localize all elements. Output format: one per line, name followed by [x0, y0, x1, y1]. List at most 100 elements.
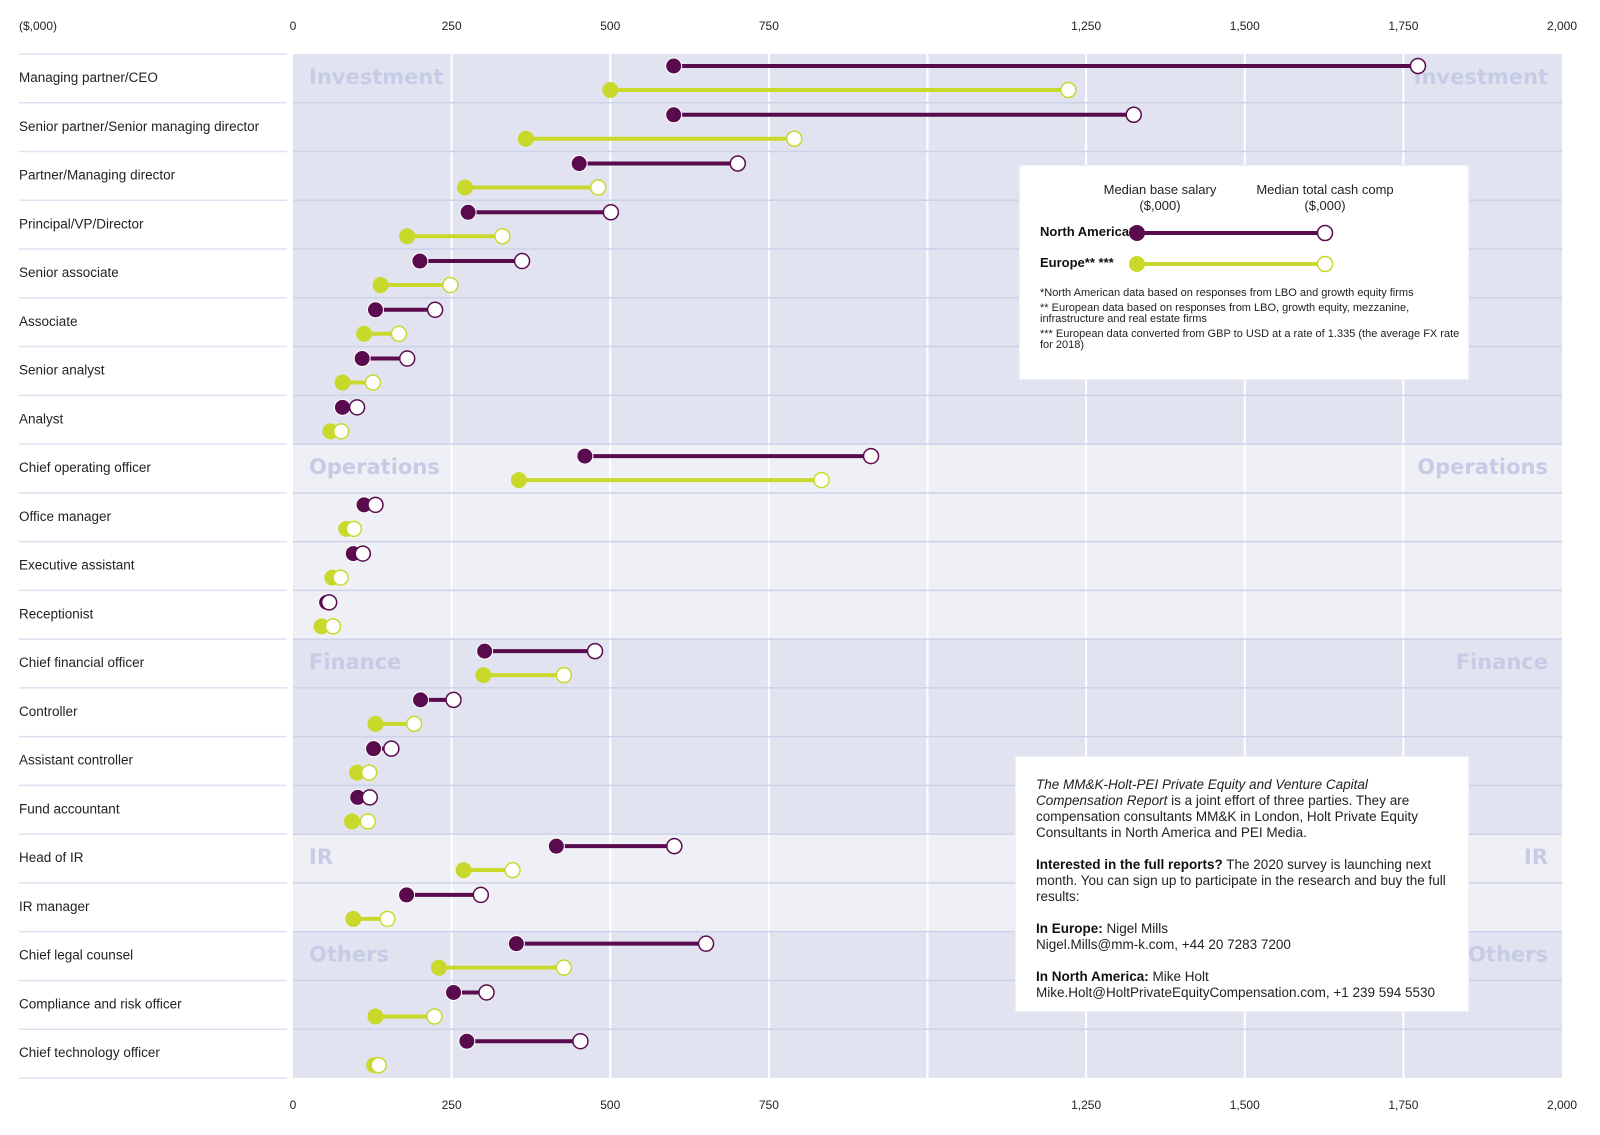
row-label: Office manager [19, 509, 112, 524]
na-total-dot [320, 594, 338, 611]
na-base-dot [576, 447, 594, 465]
na-base-dot [547, 837, 565, 855]
x-tick-label-bottom: 2,000 [1547, 1098, 1577, 1112]
na-total-dot [572, 1032, 589, 1050]
section-label-right: IR [1524, 845, 1548, 869]
na-total-dot [1409, 57, 1427, 75]
na-total-dot [602, 204, 620, 221]
dumbbell-row [349, 740, 400, 781]
legend-eu-total-dot [1316, 255, 1334, 273]
eu-total-dot [555, 666, 573, 684]
legend-eu-swatch [1129, 255, 1334, 273]
dumbbell-row [313, 593, 342, 635]
na-base-dot [665, 106, 683, 124]
info-intro: The MM&K-Holt-PEI Private Equity and Ven… [1036, 777, 1456, 841]
eu-total-dot [360, 764, 378, 781]
dumbbell-row [366, 1032, 589, 1074]
eu-total-dot [370, 1056, 387, 1074]
eu-base-dot [517, 130, 534, 147]
dumbbell-row [517, 106, 1142, 148]
na-base-dot [459, 203, 477, 221]
eu-base-dot [602, 82, 619, 98]
eu-base-dot [345, 910, 362, 927]
row-label: Analyst [19, 411, 64, 426]
eu-total-dot [379, 910, 396, 928]
row-label: IR manager [19, 899, 90, 914]
na-base-dot [445, 983, 463, 1001]
legend-na-label: North America* [1040, 224, 1135, 239]
unit-label: ($,000) [19, 19, 57, 33]
dumbbell-row [338, 496, 384, 538]
na-total-dot [348, 399, 366, 416]
na-base-dot [365, 740, 383, 758]
x-tick-label-top: 2,000 [1547, 19, 1577, 33]
eu-total-dot [324, 618, 342, 635]
eu-base-dot [313, 618, 330, 635]
eu-total-dot [332, 569, 349, 586]
row-label: Senior analyst [19, 363, 105, 378]
na-base-dot [353, 350, 371, 368]
legend-total-header: Median total cash comp ($,000) [1225, 182, 1425, 214]
contact-na-name: Mike Holt [1148, 969, 1209, 984]
section-label-left: Finance [309, 650, 401, 674]
section-label-left: IR [309, 845, 333, 869]
row-label: Chief legal counsel [19, 948, 133, 963]
row-label: Chief operating officer [19, 460, 151, 475]
legend-swatches [1129, 224, 1334, 273]
contact-na-details[interactable]: Mike.Holt@HoltPrivateEquityCompensation.… [1036, 985, 1436, 1000]
row-label: Head of IR [19, 850, 84, 865]
legend-total-unit: ($,000) [1304, 198, 1346, 213]
na-total-dot [666, 837, 683, 855]
x-axis-top: ($,000) 0 250 500 750 1,250 1,500 1,750 2,000 [19, 19, 1577, 33]
legend-na-total-dot [1316, 224, 1334, 242]
na-total-dot [383, 740, 400, 757]
eu-base-dot [455, 862, 472, 879]
na-total-dot [729, 155, 747, 172]
dumbbell-row [322, 398, 366, 440]
contact-europe-details[interactable]: Nigel.Mills@mm-k.com, +44 20 7283 7200 [1036, 937, 1291, 952]
row-label: Controller [19, 704, 78, 719]
na-base-dot [665, 57, 683, 75]
dumbbell-row [344, 788, 379, 830]
legend-note-fx: *** European data converted from GBP to … [1040, 327, 1460, 351]
x-tick-label-bottom: 500 [600, 1098, 620, 1112]
eu-total-dot [813, 471, 830, 489]
x-tick-label-top: 500 [600, 19, 620, 33]
eu-total-dot [442, 276, 459, 294]
x-tick-label-bottom: 1,500 [1230, 1098, 1260, 1112]
legend-base-label: Median base salary [1103, 182, 1217, 197]
info-cta: Interested in the full reports? The 2020… [1036, 857, 1456, 905]
dumbbell-row [399, 203, 620, 245]
x-tick-label-top: 1,250 [1071, 19, 1101, 33]
na-base-dot [458, 1032, 476, 1050]
dumbbell-row [324, 545, 372, 586]
na-total-dot [478, 984, 495, 1001]
eu-base-dot [430, 959, 447, 976]
x-tick-label-bottom: 1,750 [1388, 1098, 1418, 1112]
na-total-dot [426, 301, 444, 319]
eu-total-dot [589, 179, 607, 196]
eu-base-dot [456, 179, 473, 196]
dumbbell-row [430, 935, 715, 976]
eu-total-dot [494, 228, 511, 245]
legend-base-unit: ($,000) [1139, 198, 1181, 213]
row-label: Executive assistant [19, 558, 135, 573]
legend-note-eu: ** European data based on responses from… [1040, 301, 1410, 325]
eu-total-dot [390, 325, 408, 343]
x-tick-label-top: 750 [759, 19, 779, 33]
row-label: Compliance and risk officer [19, 996, 182, 1011]
dumbbell-row [367, 691, 462, 733]
x-tick-label-bottom: 250 [442, 1098, 462, 1112]
row-label: Associate [19, 314, 78, 329]
na-total-dot [445, 691, 462, 709]
dumbbell-row [456, 155, 747, 196]
eu-total-dot [786, 130, 803, 148]
dumbbell-row [367, 983, 495, 1025]
eu-base-dot [475, 667, 492, 684]
dumbbell-row [345, 886, 490, 928]
contact-europe: In Europe: Nigel Mills Nigel.Mills@mm-k.c… [1036, 921, 1456, 953]
contact-europe-name: Nigel Mills [1102, 921, 1169, 936]
na-base-dot [366, 301, 384, 319]
row-labels: Managing partner/CEO Senior partner/Senio… [19, 70, 260, 1060]
legend-notes: *North American data based on responses … [1040, 287, 1460, 355]
